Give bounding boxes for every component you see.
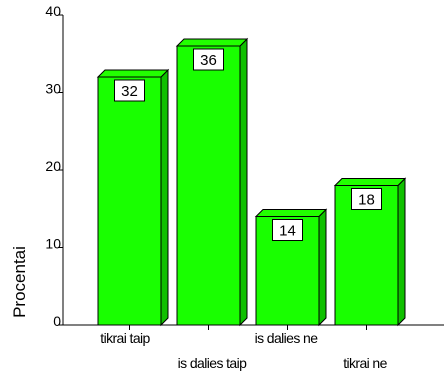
y-tick-label: 40	[45, 3, 61, 19]
data-label-text: 14	[279, 223, 296, 240]
bar-side-face	[397, 177, 406, 327]
bar: 36	[175, 37, 249, 327]
bar-side-face	[160, 68, 169, 327]
data-label-text: 36	[200, 52, 217, 69]
data-label-box	[351, 188, 382, 210]
bar-top-face	[96, 69, 170, 78]
data-label: 32	[114, 79, 145, 102]
bar-side-face	[318, 208, 327, 327]
data-label: 36	[193, 48, 224, 71]
y-tick-label: 10	[45, 236, 61, 252]
bar-front-face	[97, 76, 162, 326]
data-label: 18	[351, 188, 382, 210]
y-tick-label: 0	[53, 313, 61, 329]
y-tick-label: 30	[45, 81, 61, 97]
y-tick-label: 20	[45, 158, 61, 174]
x-category-label: tikrai ne	[343, 355, 387, 371]
y-axis-title: Procentai	[10, 246, 29, 318]
bar-top-face	[333, 178, 407, 186]
data-label-box	[193, 48, 224, 71]
bar: 32	[96, 68, 170, 327]
bars: 32 36 14 18	[96, 37, 407, 327]
data-label-text: 18	[358, 192, 375, 209]
bar: 14	[254, 208, 328, 327]
x-category-label: tikrai taip	[100, 330, 150, 346]
x-category-label: is dalies ne	[255, 330, 319, 346]
axes: 0 10 20 30 40 tikrai taip is dalies taip is dal…	[45, 3, 444, 371]
bar-top-face	[175, 38, 249, 47]
bar: 18	[333, 177, 407, 327]
data-label-box	[114, 79, 145, 102]
bar-top-face	[254, 209, 328, 217]
x-category-label: is dalies taip	[178, 355, 247, 371]
data-label: 14	[272, 219, 303, 241]
bar-side-face	[239, 37, 248, 327]
data-label-box	[272, 219, 303, 241]
bar-front-face	[176, 45, 241, 326]
data-label-text: 32	[121, 83, 138, 100]
